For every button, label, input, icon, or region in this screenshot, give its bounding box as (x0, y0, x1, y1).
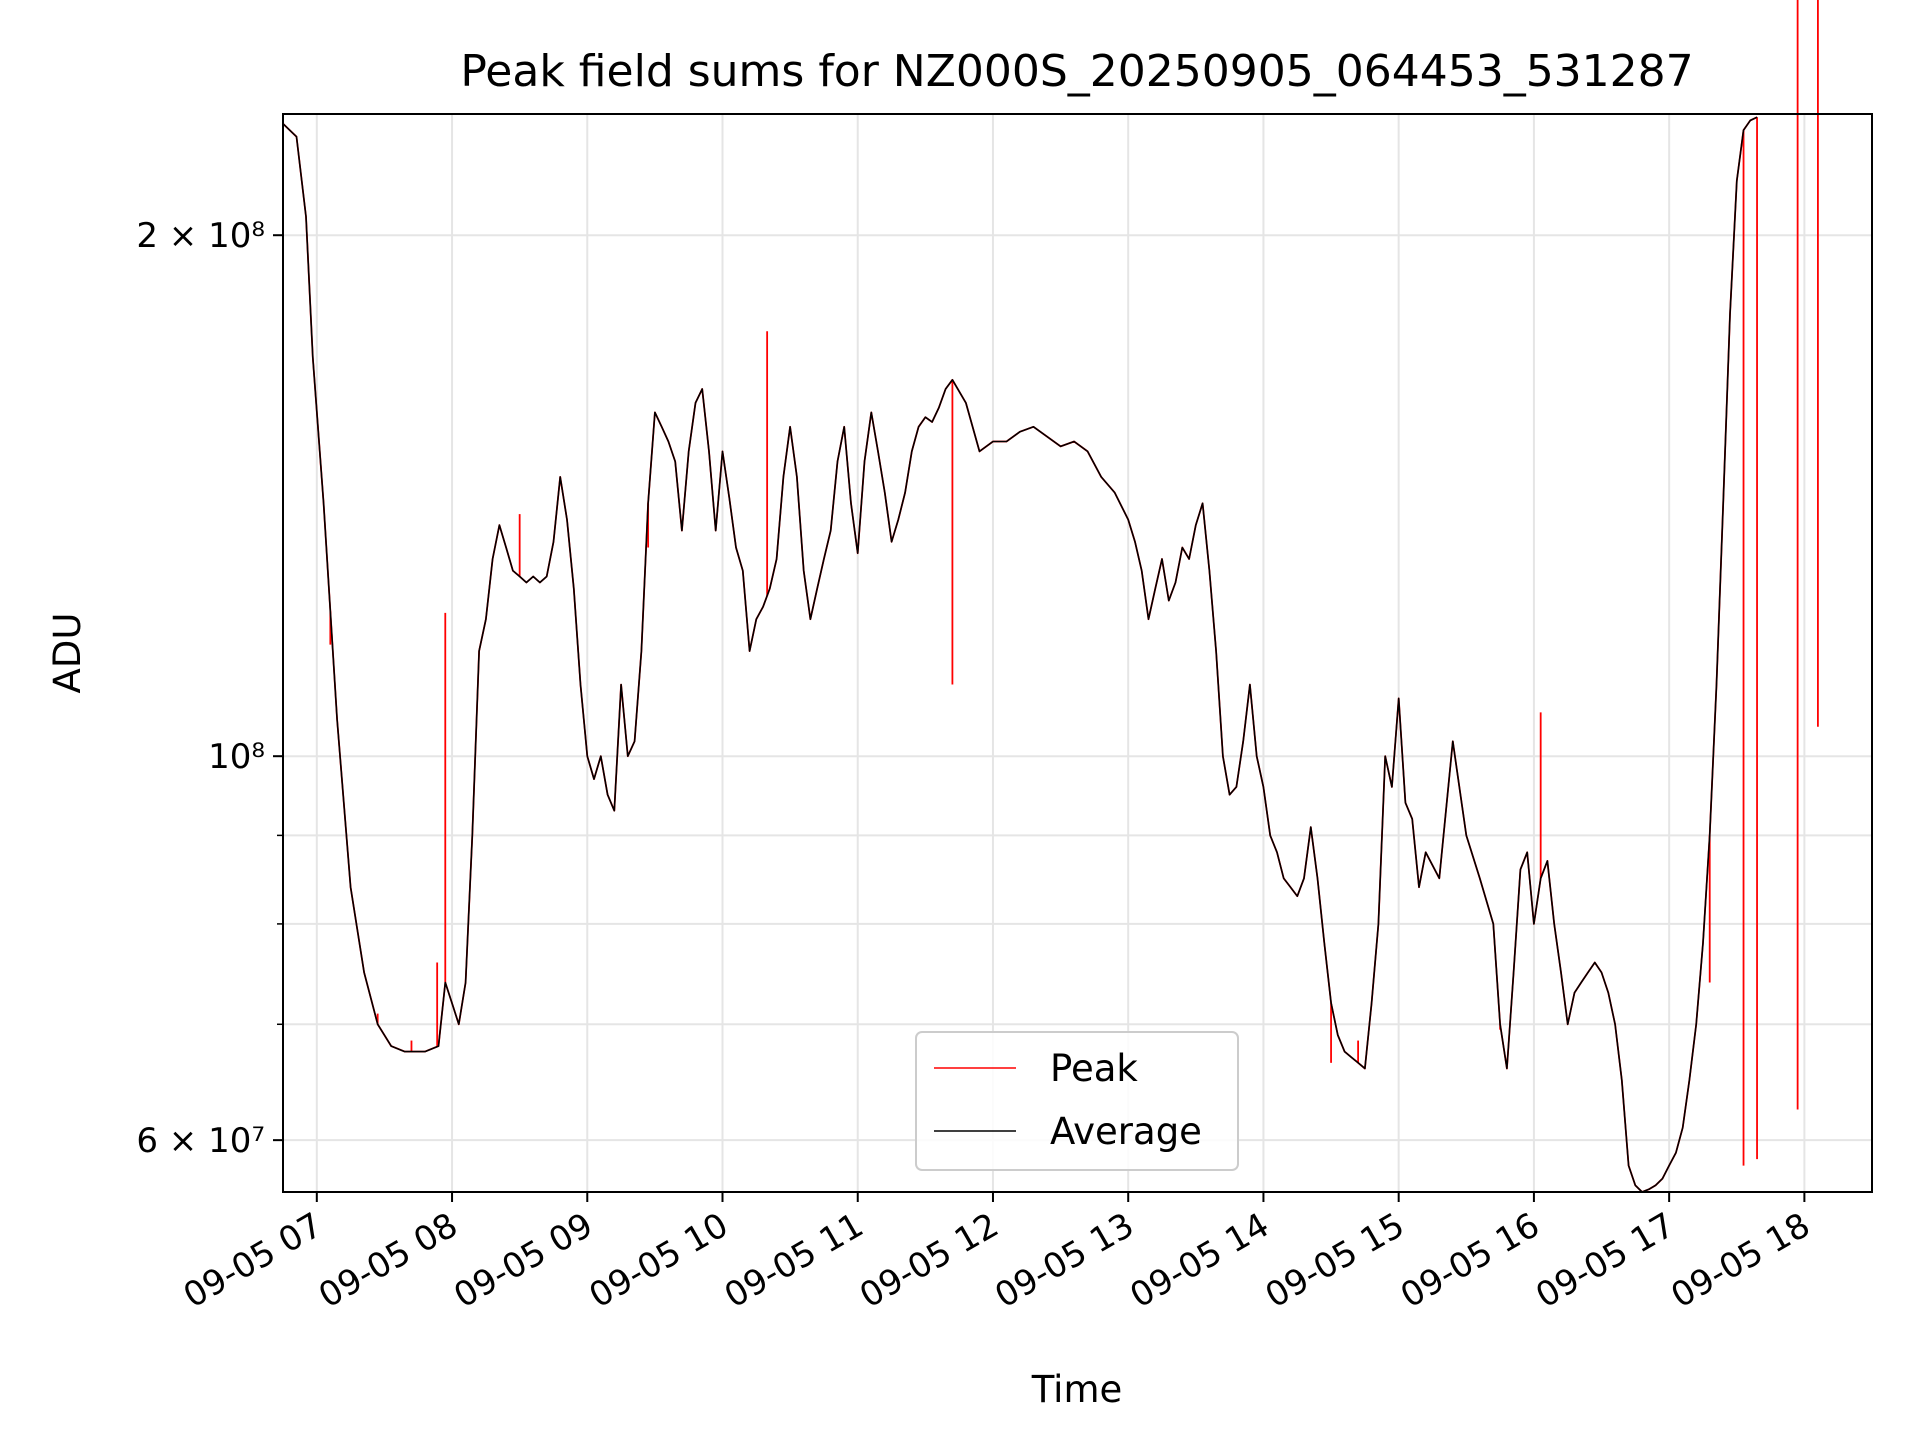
y-tick-label: 2 × 10⁸ (136, 216, 265, 256)
grid (283, 114, 1872, 1192)
y-tick-label: 10⁸ (208, 737, 265, 777)
series-layer (282, 0, 1819, 1193)
legend-label-average: Average (1050, 1110, 1202, 1153)
y-axis-title: ADU (46, 613, 89, 694)
series-line-average (282, 116, 1758, 1193)
chart-title: Peak field sums for NZ000S_20250905_0644… (460, 46, 1693, 97)
plot-frame (282, 113, 1873, 1193)
legend: Peak Average (915, 1031, 1239, 1171)
legend-label-peak: Peak (1050, 1047, 1138, 1090)
y-tick-label: 6 × 10⁷ (136, 1121, 265, 1161)
legend-box (915, 1031, 1239, 1171)
x-axis-title: Time (1031, 1368, 1123, 1411)
